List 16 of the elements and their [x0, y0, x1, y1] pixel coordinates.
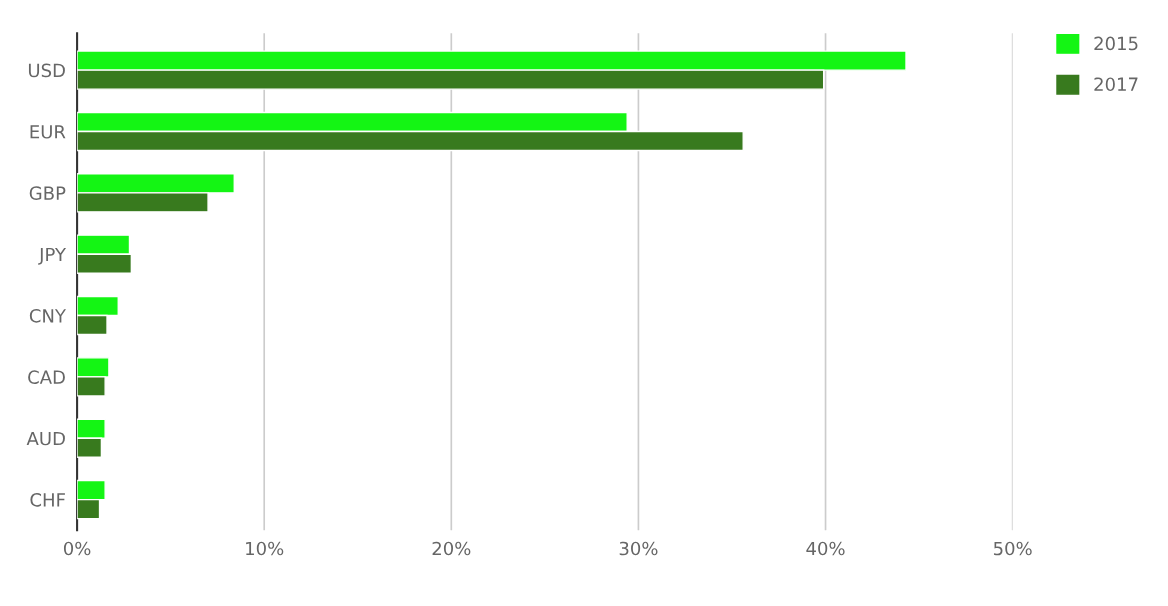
x-tick-label: 0%	[63, 541, 91, 556]
x-tick-label: 50%	[993, 541, 1032, 556]
x-tick-label: 20%	[432, 541, 471, 556]
x-tick-label: 10%	[246, 541, 284, 556]
y-tick-label: CNY	[29, 308, 67, 323]
x-tick-label: 30%	[619, 541, 658, 556]
y-tick-label: USD	[28, 63, 65, 78]
legend-label: 2015	[1094, 36, 1138, 51]
y-tick-label: JPY	[38, 247, 67, 265]
legend-label: 2017	[1094, 77, 1138, 92]
y-tick-label: EUR	[30, 125, 66, 139]
y-tick-label: GBP	[29, 186, 66, 200]
y-tick-label: AUD	[26, 431, 65, 446]
y-tick-label: CAD	[28, 370, 65, 384]
x-tick-label: 40%	[806, 541, 845, 556]
y-tick-label: CHF	[30, 493, 65, 507]
